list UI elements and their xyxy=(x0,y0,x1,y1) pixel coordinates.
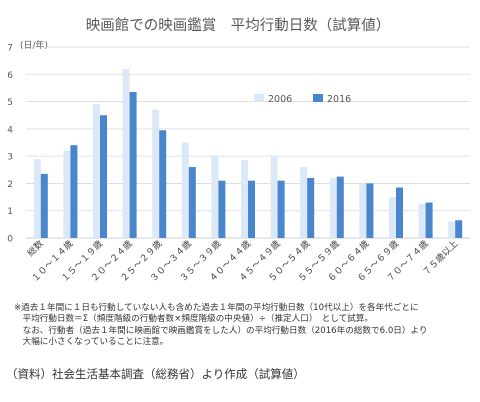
bar-2006-13 xyxy=(418,203,426,238)
bar-2016-6 xyxy=(218,180,226,238)
bar-2016-5 xyxy=(188,167,196,238)
x-tick-label: 総数 xyxy=(25,238,46,259)
bar-2006-9 xyxy=(300,167,308,238)
bar-2016-4 xyxy=(159,130,167,238)
bar-2016-1 xyxy=(70,145,78,238)
bar-2016-7 xyxy=(248,180,255,238)
bar-2006-0 xyxy=(33,158,41,238)
bar-2016-3 xyxy=(129,92,137,239)
bar-2006-2 xyxy=(93,104,100,238)
y-tick-label: 4 xyxy=(7,125,13,135)
footnote-line-2: 平均行動日数＝Σ（頻度階級の行動者数×頻度階級の中央値）÷（推定人口） として試… xyxy=(14,314,374,324)
bars xyxy=(33,68,463,239)
bar-2006-12 xyxy=(389,197,396,238)
y-tick-labels: 0 1 2 3 4 5 6 7 xyxy=(7,44,13,245)
bar-2006-11 xyxy=(359,183,367,238)
bar-2016-13 xyxy=(425,202,433,238)
legend-swatch-2006 xyxy=(254,94,264,102)
legend-swatch-2016 xyxy=(313,94,323,102)
bar-2016-2 xyxy=(100,115,107,238)
bar-2006-4 xyxy=(152,109,160,238)
y-tick-label: 0 xyxy=(7,235,13,245)
y-tick-label: 5 xyxy=(7,98,13,108)
bar-2016-0 xyxy=(40,173,48,238)
y-tick-label: 2 xyxy=(7,180,13,190)
bar-2006-8 xyxy=(270,156,278,238)
legend-label-2006: 2006 xyxy=(268,94,292,105)
bar-2006-6 xyxy=(211,156,219,238)
legend: 2006 2016 xyxy=(254,94,351,105)
x-tick-labels: 総数１０～１４歳１５～１９歳２０～２４歳２５～２９歳３０～３４歳３５～３９歳４０… xyxy=(25,238,461,285)
bar-2006-5 xyxy=(181,142,189,238)
y-tick-label: 7 xyxy=(7,44,13,54)
footnote-line-3: なお、行動者（過去１年間に映画館で映画鑑賞をした人）の平均行動日数（2016年の… xyxy=(14,326,428,336)
bar-2016-8 xyxy=(277,180,285,238)
bar-2016-9 xyxy=(307,177,315,238)
bar-2016-14 xyxy=(455,220,463,238)
bar-2006-7 xyxy=(241,160,248,238)
source-note: （資料）社会生活基本調査（総務省）より作成（試算値） xyxy=(6,367,305,381)
bar-2006-10 xyxy=(329,177,337,238)
bar-2006-3 xyxy=(122,68,130,238)
bar-2016-12 xyxy=(396,187,403,238)
bar-2006-14 xyxy=(448,221,456,238)
y-tick-label: 3 xyxy=(7,153,13,163)
legend-label-2016: 2016 xyxy=(327,94,351,105)
bar-2016-10 xyxy=(336,176,344,238)
y-axis-label: (日/年) xyxy=(20,39,48,51)
y-tick-label: 1 xyxy=(7,207,13,217)
footnote-line-4: 大幅に小さくなっていることに注意。 xyxy=(14,337,169,347)
bar-2006-1 xyxy=(63,150,71,238)
y-tick-label: 6 xyxy=(7,71,13,81)
footnote-line-1: ※過去１年間に１日も行動していない人も含めた過去１年間の平均行動日数（10代以上… xyxy=(14,303,419,313)
chart-title: 映画館での映画鑑賞 平均行動日数（試算値） xyxy=(86,17,391,34)
bar-2016-11 xyxy=(366,183,374,238)
